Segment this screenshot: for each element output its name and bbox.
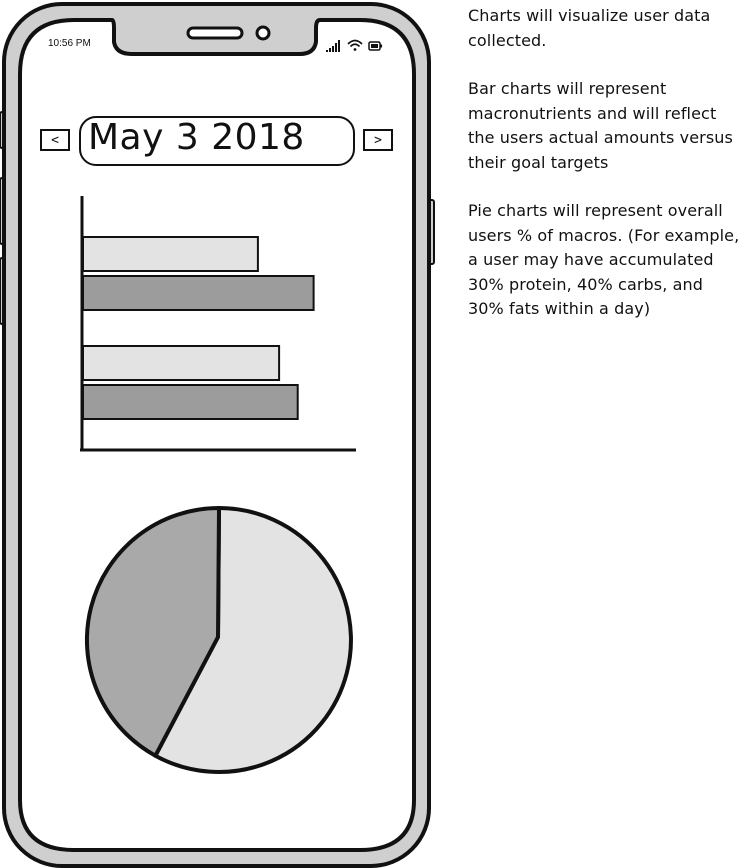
bar-1-2 (82, 275, 315, 311)
previous-day-button[interactable]: < (51, 132, 59, 148)
annotation-notes: Charts will visualize user data collecte… (468, 4, 743, 346)
speaker-grille (186, 26, 244, 40)
date-label: May 3 2018 (88, 117, 305, 158)
bar-1-1 (82, 236, 259, 272)
date-display-box (79, 116, 355, 166)
signal-icon (326, 40, 340, 52)
pie-slice-2 (84, 506, 221, 758)
note-charts: Charts will visualize user data collecte… (468, 6, 711, 50)
note-bar-charts: Bar charts will represent macronutrients… (468, 79, 733, 172)
macros-bar-chart (82, 236, 315, 420)
pie-slice-1 (153, 506, 353, 774)
wifi-icon (347, 39, 363, 51)
macros-pie-chart (84, 506, 353, 774)
bar-2-1 (82, 345, 281, 381)
prev-button-frame (40, 129, 70, 151)
bar-2-2 (82, 384, 299, 420)
status-time: 10:56 PM (48, 38, 91, 49)
battery-icon (368, 41, 383, 51)
front-camera (255, 25, 271, 41)
next-button-frame (363, 129, 393, 151)
next-day-button[interactable]: > (374, 132, 382, 148)
note-pie-charts: Pie charts will represent overall users … (468, 201, 740, 318)
